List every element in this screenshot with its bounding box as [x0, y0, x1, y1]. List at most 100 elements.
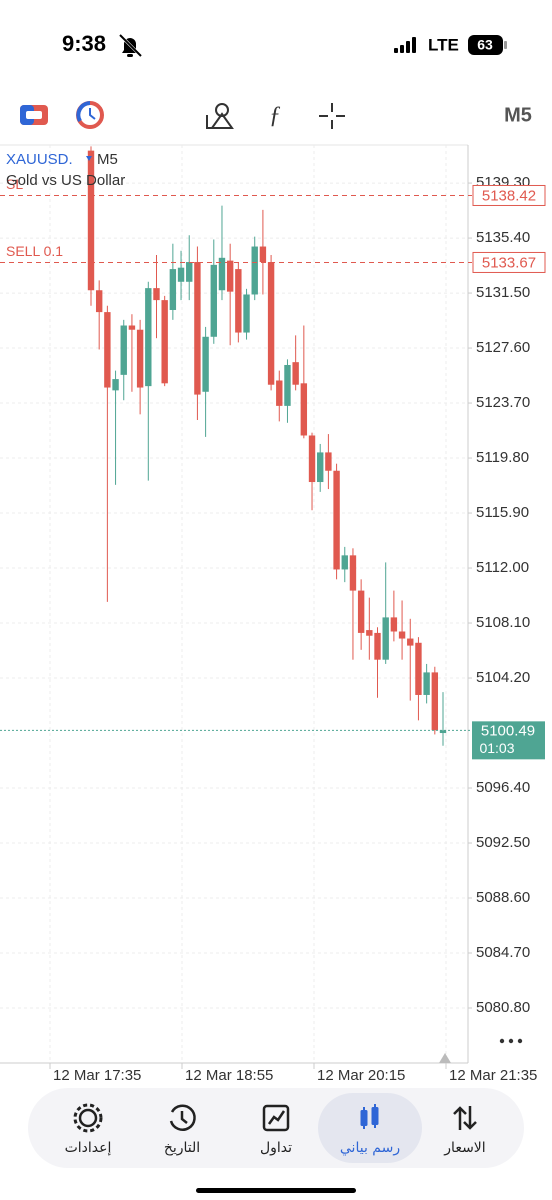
candle-body	[169, 269, 177, 310]
chart-timeframe: M5	[97, 151, 118, 168]
candle-body	[431, 672, 439, 731]
icon	[73, 1103, 103, 1133]
y-tick-label: 5131.50	[476, 284, 530, 301]
candle-body	[398, 631, 406, 639]
grid: 5139.305135.405131.505127.605123.705119.…	[0, 145, 537, 1084]
candle-body	[407, 638, 414, 646]
mute-icon	[118, 33, 143, 58]
x-tick-label: 12 Mar 17:35	[53, 1067, 141, 1084]
candle-body	[317, 452, 324, 483]
symbol[interactable]: XAUUSD.	[6, 151, 73, 168]
icon	[267, 1110, 286, 1125]
nav-label: التاريخ	[164, 1140, 200, 1156]
icon	[453, 1106, 477, 1130]
icon	[360, 1110, 368, 1126]
y-tick-label: 5092.50	[476, 834, 530, 851]
objects-icon[interactable]	[206, 103, 234, 129]
y-tick-label: 5135.40	[476, 229, 530, 246]
candles	[87, 146, 447, 746]
candle-body	[341, 555, 348, 570]
nav-label: رسم بياني	[340, 1140, 400, 1156]
level-price: 5133.67	[482, 254, 536, 271]
icon	[169, 1104, 196, 1131]
nav-bar	[28, 1088, 524, 1168]
status-time: 9:38	[62, 31, 106, 56]
candle-body	[366, 630, 373, 636]
y-tick-label: 5096.40	[476, 779, 530, 796]
candle-body	[226, 260, 234, 292]
battery-level: 63	[477, 37, 493, 53]
level-box	[472, 251, 546, 273]
candle-body	[276, 380, 283, 406]
y-tick-label: 5123.70	[476, 394, 530, 411]
level-label: SELL 0.1	[6, 243, 63, 259]
candle-body	[177, 267, 185, 282]
candle-body	[95, 290, 103, 313]
nav-item[interactable]: التاريخ	[164, 1104, 200, 1156]
y-tick-label: 5084.70	[476, 944, 530, 961]
nav-item[interactable]: رسم بياني	[318, 1093, 422, 1163]
home-indicator	[196, 1188, 356, 1193]
candle-body	[104, 312, 111, 388]
candle-body	[357, 590, 365, 633]
crosshair-icon[interactable]	[319, 103, 345, 129]
candle-body	[120, 325, 127, 375]
level-box	[472, 184, 546, 206]
y-tick-label: 5112.00	[476, 559, 529, 576]
network: LTE	[428, 35, 459, 54]
battery	[468, 35, 503, 55]
last-price-box	[472, 721, 545, 760]
candle-body	[243, 294, 250, 333]
x-tick-label: 12 Mar 18:55	[185, 1067, 273, 1084]
one-click-icon[interactable]	[20, 105, 48, 125]
candle-body	[284, 364, 291, 406]
nav-label: إعدادات	[65, 1140, 112, 1156]
function-icon[interactable]: ƒ	[269, 103, 281, 129]
nav-label: تداول	[260, 1140, 292, 1156]
candle-body	[292, 362, 299, 385]
candle-body	[390, 617, 398, 632]
candle-body	[194, 262, 201, 395]
candle-body	[186, 262, 193, 282]
nav-item[interactable]: إعدادات	[65, 1103, 112, 1156]
candle-body	[210, 264, 217, 337]
icon	[262, 1104, 290, 1132]
more-menu[interactable]	[499, 1038, 523, 1044]
candle-body	[87, 150, 95, 291]
icon	[371, 1107, 379, 1125]
candle-body	[218, 257, 226, 291]
candle-body	[161, 300, 168, 384]
last-price: 5100.49	[481, 722, 535, 739]
y-tick-label: 5127.60	[476, 339, 530, 356]
nav-item[interactable]: تداول	[260, 1104, 292, 1156]
nav-item[interactable]: الاسعار	[443, 1106, 486, 1156]
candle-body	[300, 383, 308, 436]
y-tick-label: 5088.60	[476, 889, 530, 906]
y-tick-label: 5115.90	[476, 504, 529, 521]
candle-body	[325, 452, 332, 471]
candle-body	[267, 262, 275, 385]
candle-body	[128, 325, 136, 330]
candle-body	[153, 288, 160, 301]
indicator-icon[interactable]	[76, 101, 104, 129]
candle-body	[374, 632, 381, 660]
y-tick-label: 5080.80	[476, 999, 530, 1016]
symbol-description: Gold vs US Dollar	[6, 172, 125, 189]
candle-body	[251, 246, 258, 295]
symbol-dropdown[interactable]	[86, 156, 92, 161]
candle-body	[382, 617, 389, 660]
x-tick-label: 12 Mar 21:35	[449, 1067, 537, 1084]
timeframe-button[interactable]: M5	[504, 104, 532, 126]
scroll-marker[interactable]	[439, 1053, 451, 1063]
candle-body	[235, 269, 242, 333]
y-tick-label: 5119.80	[476, 449, 529, 466]
nav-label: الاسعار	[443, 1140, 485, 1156]
candle-body	[349, 555, 357, 591]
candle-body	[415, 642, 422, 695]
y-tick-label: 5108.10	[476, 614, 530, 631]
candle-body	[333, 470, 340, 570]
countdown: 01:03	[479, 740, 514, 756]
